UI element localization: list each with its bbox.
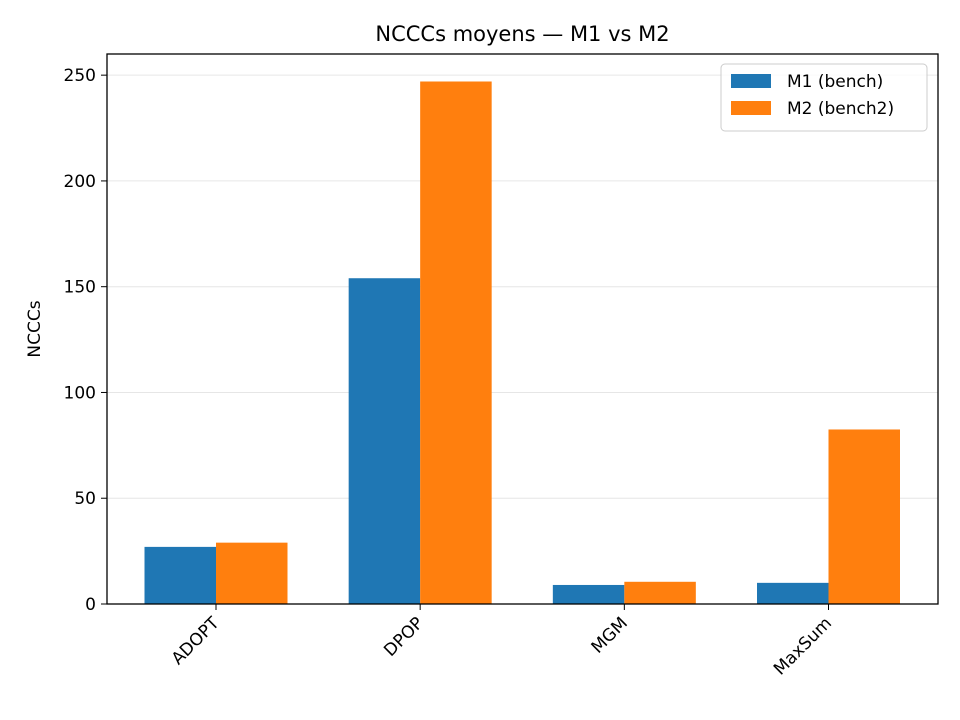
x-tick-label: DPOP (380, 613, 427, 660)
legend-swatch (731, 74, 771, 88)
chart-title: NCCCs moyens — M1 vs M2 (375, 22, 669, 46)
bar-maxsum-series-2 (828, 429, 900, 604)
x-tick-label: MGM (588, 613, 632, 657)
legend: M1 (bench) M2 (bench2) (720, 63, 928, 132)
bar-dpop-series-1 (348, 278, 421, 604)
plot-area-frame (106, 53, 939, 605)
y-tick-label: 250 (64, 66, 96, 86)
x-tick-label: ADOPT (168, 613, 224, 669)
y-tick-label: 200 (64, 172, 96, 192)
bar-adopt-series-2 (216, 542, 288, 604)
bar-mgm-series-1 (552, 584, 625, 604)
y-axis-label: NCCCs (25, 300, 45, 357)
x-tick-label: MaxSum (770, 613, 836, 679)
bar-mgm-series-2 (624, 581, 696, 604)
bar-maxsum-series-1 (757, 582, 829, 604)
bar-adopt-series-1 (144, 546, 216, 604)
legend-swatch (731, 101, 771, 115)
y-tick-label: 100 (64, 383, 96, 403)
legend-box (720, 63, 928, 132)
y-tick-label: 150 (64, 278, 96, 298)
y-tick-label: 0 (85, 595, 96, 615)
bars-layer (144, 81, 900, 604)
legend-label: M2 (bench2) (787, 99, 894, 119)
y-tick-label: 50 (74, 489, 96, 509)
bar-dpop-series-2 (420, 81, 492, 604)
legend-label: M1 (bench) (787, 72, 883, 92)
grid-layer (107, 74, 938, 605)
